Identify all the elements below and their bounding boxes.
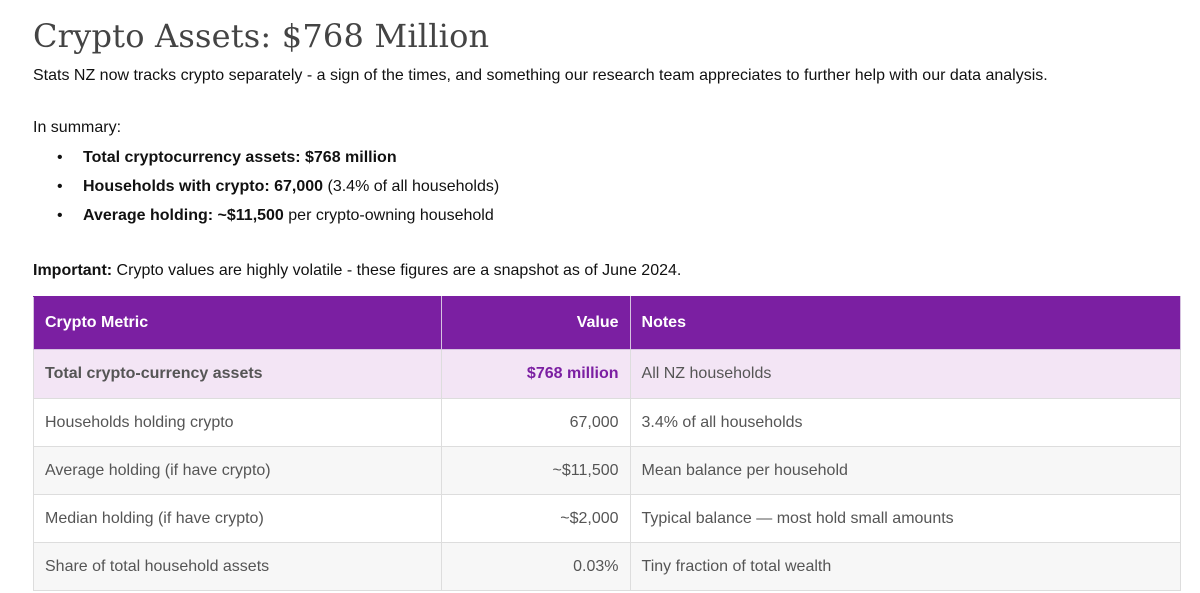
summary-item-bold: Total cryptocurrency assets: $768 millio…	[83, 149, 397, 166]
cell-metric: Average holding (if have crypto)	[33, 446, 442, 495]
cell-metric: Median holding (if have crypto)	[33, 494, 442, 543]
cell-notes: All NZ households	[629, 349, 1182, 399]
crypto-metrics-table: Crypto Metric Value Notes Total crypto-c…	[33, 296, 1182, 591]
page-title: Crypto Assets: $768 Million	[33, 17, 490, 55]
cell-value: 0.03%	[440, 542, 631, 591]
summary-item-bold: Average holding: ~$11,500	[83, 207, 284, 224]
table-row: Median holding (if have crypto) ~$2,000 …	[33, 494, 1182, 543]
important-text: Crypto values are highly volatile - thes…	[112, 262, 682, 279]
cell-value: ~$11,500	[440, 446, 631, 495]
summary-item: • Average holding: ~$11,500 per crypto-o…	[33, 205, 499, 234]
column-header-notes: Notes	[629, 296, 1182, 350]
bullet-icon: •	[57, 178, 63, 195]
intro-paragraph: Stats NZ now tracks crypto separately - …	[33, 67, 1048, 84]
cell-notes: 3.4% of all households	[629, 398, 1182, 447]
column-header-value: Value	[440, 296, 631, 350]
cell-value: 67,000	[440, 398, 631, 447]
bullet-icon: •	[57, 207, 63, 224]
table-header-row: Crypto Metric Value Notes	[33, 296, 1182, 350]
cell-metric: Total crypto-currency assets	[33, 349, 442, 399]
table-row: Average holding (if have crypto) ~$11,50…	[33, 446, 1182, 495]
table-row: Share of total household assets 0.03% Ti…	[33, 542, 1182, 591]
summary-item-bold: Households with crypto: 67,000	[83, 178, 324, 195]
column-header-metric: Crypto Metric	[33, 296, 442, 350]
summary-item-rest: per crypto-owning household	[283, 207, 494, 224]
table-row: Households holding crypto 67,000 3.4% of…	[33, 398, 1182, 447]
summary-list: • Total cryptocurrency assets: $768 mill…	[33, 147, 499, 234]
summary-item: • Total cryptocurrency assets: $768 mill…	[33, 147, 499, 176]
summary-item-rest: (3.4% of all households)	[323, 178, 500, 195]
cell-notes: Mean balance per household	[629, 446, 1182, 495]
cell-value: $768 million	[440, 349, 631, 399]
bullet-icon: •	[57, 149, 63, 166]
cell-metric: Share of total household assets	[33, 542, 442, 591]
table-row-highlighted: Total crypto-currency assets $768 millio…	[33, 349, 1182, 399]
summary-item: • Households with crypto: 67,000 (3.4% o…	[33, 176, 499, 205]
important-note: Important: Crypto values are highly vola…	[33, 262, 681, 280]
summary-heading: In summary:	[33, 119, 122, 136]
important-label: Important:	[33, 262, 113, 279]
cell-notes: Typical balance — most hold small amount…	[629, 494, 1182, 543]
cell-value: ~$2,000	[440, 494, 631, 543]
cell-metric: Households holding crypto	[33, 398, 442, 447]
cell-notes: Tiny fraction of total wealth	[629, 542, 1182, 591]
